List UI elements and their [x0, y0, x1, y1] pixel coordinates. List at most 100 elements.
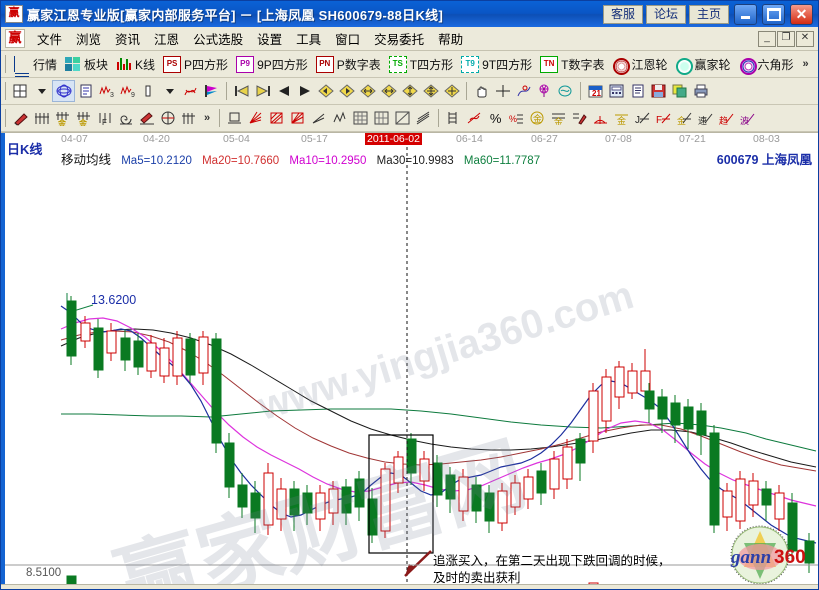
forum-button[interactable]: 论坛	[645, 4, 686, 24]
square-tool-icon[interactable]	[224, 108, 245, 128]
toolbar-button-kline[interactable]: K线	[112, 56, 159, 73]
gann-gold-icon[interactable]: 金	[52, 108, 73, 128]
mdi-restore-icon[interactable]: ❐	[777, 30, 795, 47]
indicator-9-icon[interactable]: 9	[117, 81, 138, 101]
zoom-right-icon[interactable]	[336, 81, 357, 101]
gold-circle-icon[interactable]: 金	[527, 108, 548, 128]
indicator-3-icon[interactable]: 3	[96, 81, 117, 101]
calendar-21-icon[interactable]: 21	[585, 81, 606, 101]
menu-item-trade[interactable]: 交易委托	[374, 33, 425, 47]
grid-icon[interactable]	[350, 108, 371, 128]
angle-icon[interactable]	[308, 108, 329, 128]
fan-red-icon[interactable]	[245, 108, 266, 128]
toolbar-button-sector[interactable]: 板块	[61, 56, 112, 73]
note-icon[interactable]	[627, 81, 648, 101]
pen-line-icon[interactable]	[136, 108, 157, 128]
menu-item-news[interactable]: 资讯	[115, 33, 141, 47]
toolbar-button-9p-square[interactable]: P9 9P四方形	[232, 55, 312, 73]
j-line-icon[interactable]: J	[632, 108, 653, 128]
minimize-icon[interactable]	[734, 3, 757, 25]
move-icon[interactable]	[420, 81, 441, 101]
expand-h-icon[interactable]	[357, 81, 378, 101]
first-page-icon[interactable]	[231, 81, 252, 101]
toolbar-button-t-number[interactable]: TN T数字表	[536, 55, 608, 73]
toolbar-button-p-number[interactable]: PN P数字表	[312, 55, 385, 73]
gold-tool-icon[interactable]: 金	[611, 108, 632, 128]
prev-icon[interactable]	[273, 81, 294, 101]
gann-gold2-icon[interactable]: 金	[73, 108, 94, 128]
crosshair-icon[interactable]	[492, 81, 513, 101]
ladder-icon[interactable]	[443, 108, 464, 128]
speed-line-icon[interactable]: 速	[695, 108, 716, 128]
hand-icon[interactable]	[471, 81, 492, 101]
mdi-minimize-icon[interactable]: _	[758, 30, 776, 47]
menu-item-window[interactable]: 窗口	[335, 33, 361, 47]
fib-f-icon[interactable]: F	[94, 108, 115, 128]
menu-item-help[interactable]: 帮助	[438, 33, 464, 47]
wave-tool-icon[interactable]: 波	[737, 108, 758, 128]
f-line-icon[interactable]: F	[653, 108, 674, 128]
toolbar-button-9t-square[interactable]: T9 9T四方形	[457, 55, 536, 73]
toolbar-button-t-square[interactable]: TS T四方形	[385, 55, 457, 73]
calendar-day-icon[interactable]	[10, 81, 31, 101]
dropdown-arrow-icon[interactable]	[159, 81, 180, 101]
menu-item-formula[interactable]: 公式选股	[193, 33, 244, 47]
toolbar-button-winner-wheel[interactable]: 赢家轮	[671, 56, 734, 75]
grid3-icon[interactable]	[392, 108, 413, 128]
zigzag-icon[interactable]	[329, 108, 350, 128]
toolbar-button-quotes[interactable]: 行情	[10, 55, 61, 77]
maximize-icon[interactable]	[762, 3, 785, 25]
menu-item-tools[interactable]: 工具	[296, 33, 322, 47]
percent-icon[interactable]: %	[489, 110, 502, 126]
mdi-close-icon[interactable]: ✕	[796, 30, 814, 47]
toolbar-button-gann-wheel[interactable]: 江恩轮	[608, 56, 671, 75]
box-diag-icon[interactable]	[266, 108, 287, 128]
menu-item-settings[interactable]: 设置	[257, 33, 283, 47]
brain-tool-icon[interactable]	[555, 81, 576, 101]
copy-icon[interactable]	[669, 81, 690, 101]
percent-line-icon[interactable]: %	[506, 108, 527, 128]
grid-lines-icon[interactable]	[178, 108, 199, 128]
toolbar-overflow-button[interactable]: »	[204, 112, 211, 124]
next-icon[interactable]	[294, 81, 315, 101]
resize-icon[interactable]	[441, 81, 462, 101]
box-fan-icon[interactable]	[287, 108, 308, 128]
spiral-icon[interactable]	[115, 108, 136, 128]
expand-v-icon[interactable]	[399, 81, 420, 101]
customer-service-button[interactable]: 客服	[602, 4, 643, 24]
zoom-left-icon[interactable]	[315, 81, 336, 101]
percent-curve-icon[interactable]	[464, 108, 485, 128]
ink-icon[interactable]	[569, 108, 590, 128]
dropdown-arrow-icon[interactable]	[31, 81, 52, 101]
pen-icon[interactable]	[10, 108, 31, 128]
toolbar-button-p-square[interactable]: PS P四方形	[159, 55, 232, 73]
print-icon[interactable]	[690, 81, 711, 101]
trend-tool-icon[interactable]: 趋	[716, 108, 737, 128]
toolbar-overflow-button[interactable]: »	[802, 58, 809, 70]
last-page-icon[interactable]	[252, 81, 273, 101]
scribble-icon[interactable]	[180, 81, 201, 101]
homepage-button[interactable]: 主页	[688, 4, 729, 24]
save-icon[interactable]	[648, 81, 669, 101]
menu-item-file[interactable]: 文件	[37, 33, 63, 47]
shrink-h-icon[interactable]	[378, 81, 399, 101]
arc-icon[interactable]	[590, 108, 611, 128]
menu-item-gann[interactable]: 江恩	[154, 33, 180, 47]
gold-fan-icon[interactable]: 金	[674, 108, 695, 128]
gann-fan-icon[interactable]	[31, 108, 52, 128]
parallel-icon[interactable]	[413, 108, 434, 128]
overlay-icon[interactable]	[52, 80, 75, 102]
tree-tool-icon[interactable]	[534, 81, 555, 101]
calculator-icon[interactable]	[606, 81, 627, 101]
menu-item-browse[interactable]: 浏览	[76, 33, 102, 47]
vertical-bar-icon[interactable]	[138, 81, 159, 101]
circle-grid-icon[interactable]	[157, 108, 178, 128]
flag-icon[interactable]	[201, 81, 222, 101]
toolbar-button-hexagon[interactable]: 六角形	[735, 56, 798, 75]
gold-line-icon[interactable]: 金	[548, 108, 569, 128]
close-icon[interactable]: ✕	[790, 3, 813, 25]
curve-tool-icon[interactable]	[513, 81, 534, 101]
report-icon[interactable]	[75, 81, 96, 101]
chart-area[interactable]: 04-07 04-20 05-04 05-17 2011-06-02 06-14…	[1, 132, 818, 589]
grid2-icon[interactable]	[371, 108, 392, 128]
